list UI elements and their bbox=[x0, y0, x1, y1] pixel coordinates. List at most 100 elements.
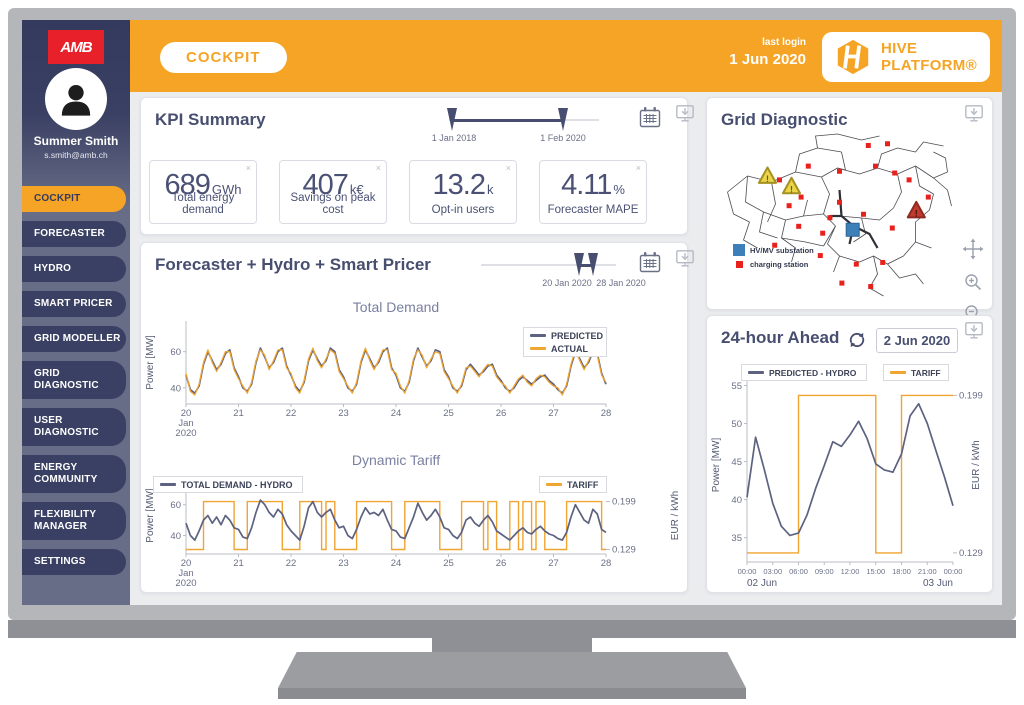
day-ahead-card: 24-hour Ahead 2 Jun 2020 35 40 45 50 55 00:00… bbox=[706, 315, 993, 593]
monitor-stand-base-front bbox=[278, 688, 746, 699]
zoom-in-glyph bbox=[965, 274, 982, 291]
sidebar-item-energy-community[interactable]: ENERGY COMMUNITY bbox=[22, 455, 126, 493]
download-glyph bbox=[676, 250, 694, 267]
kpi-summary-title: KPI Summary bbox=[155, 110, 266, 129]
sidebar-item-cockpit[interactable]: COCKPIT bbox=[22, 186, 126, 212]
brand-text: HIVE PLATFORM® bbox=[881, 40, 977, 75]
network-line bbox=[745, 175, 778, 239]
x-tick-label: 03:00 bbox=[763, 567, 782, 576]
predicted-swatch bbox=[530, 334, 546, 337]
download-icon[interactable] bbox=[675, 249, 695, 274]
charging-station-marker bbox=[798, 194, 804, 200]
dynamic-tariff-chart-title: Dynamic Tariff bbox=[351, 452, 441, 468]
person-icon bbox=[61, 85, 91, 116]
pan-icon[interactable] bbox=[962, 238, 984, 265]
close-icon[interactable]: × bbox=[635, 163, 641, 173]
charging-station-marker bbox=[827, 215, 833, 221]
brand-line2: PLATFORM® bbox=[881, 57, 977, 74]
start-day-label: 02 Jun bbox=[747, 578, 777, 589]
network-line bbox=[915, 165, 934, 211]
kpi-label: Savings on peak cost bbox=[290, 192, 376, 216]
kpi-label: Total energy demand bbox=[171, 192, 235, 216]
slider-start-handle[interactable] bbox=[446, 108, 458, 131]
y-tick-label: 50 bbox=[731, 419, 742, 430]
charging-station-marker bbox=[925, 194, 931, 200]
slider-end-label: 1 Feb 2020 bbox=[540, 133, 586, 143]
y-tick-label: 60 bbox=[170, 500, 181, 511]
x-tick-label: 21:00 bbox=[918, 567, 937, 576]
calendar-icon[interactable] bbox=[638, 106, 662, 134]
x-tick-label: 00:00 bbox=[944, 567, 963, 576]
slider-selected-range bbox=[452, 118, 563, 122]
charging-station-marker bbox=[853, 261, 859, 267]
charging-station-marker bbox=[861, 211, 866, 217]
sidebar-item-hydro[interactable]: HYDRO bbox=[22, 256, 126, 282]
header: COCKPIT last login 1 Jun 2020 HIVE PLATF… bbox=[130, 20, 1002, 92]
download-glyph bbox=[965, 322, 983, 339]
charging-swatch bbox=[735, 261, 743, 268]
slider-flag-icon bbox=[447, 108, 457, 131]
warning-red-icon[interactable] bbox=[906, 200, 926, 219]
sidebar-item-user-diagnostic[interactable]: USER DIAGNOSTIC bbox=[22, 408, 126, 446]
avatar[interactable] bbox=[45, 68, 107, 130]
charging-station-marker bbox=[839, 280, 845, 286]
legend-row-tariff: TARIFF bbox=[890, 368, 942, 378]
sidebar-item-grid-modeller[interactable]: GRID MODELLER bbox=[22, 326, 126, 352]
network-line bbox=[877, 141, 944, 169]
x-tick-label: 12:00 bbox=[841, 567, 860, 576]
refresh-icon[interactable] bbox=[847, 330, 867, 355]
sidebar-item-flexibility-manager[interactable]: FLEXIBILITY MANAGER bbox=[22, 502, 126, 540]
network-line bbox=[781, 237, 824, 247]
last-login-date: 1 Jun 2020 bbox=[729, 50, 806, 68]
warning-yellow-icon[interactable] bbox=[757, 166, 778, 184]
sidebar-item-grid-diagnostic[interactable]: GRID DIAGNOSTIC bbox=[22, 361, 126, 399]
download-icon[interactable] bbox=[675, 104, 695, 129]
grid-network-map[interactable]: !!! bbox=[713, 130, 966, 302]
charging-station-marker bbox=[796, 223, 802, 229]
close-icon[interactable]: × bbox=[505, 163, 511, 173]
charging-station-marker bbox=[772, 242, 778, 248]
warning-yellow-icon[interactable] bbox=[781, 176, 802, 195]
forecaster-hydro-smart-pricer-card: Forecaster + Hydro + Smart Pricer 20 Jan… bbox=[140, 242, 694, 593]
y2-axis-title: EUR / kWh bbox=[971, 440, 982, 489]
legend-label: HV/MV substation bbox=[750, 245, 814, 255]
download-glyph bbox=[965, 105, 983, 122]
charging-station-marker bbox=[805, 163, 811, 169]
slider-track[interactable] bbox=[481, 264, 616, 266]
sidebar-nav: COCKPIT FORECASTER HYDRO SMART PRICER GR… bbox=[22, 186, 130, 575]
x-tick-label: 26 bbox=[496, 558, 507, 569]
kpi-forecaster-mape: × 4.11% Forecaster MAPE bbox=[539, 160, 647, 224]
sidebar-item-smart-pricer[interactable]: SMART PRICER bbox=[22, 291, 126, 317]
series-line-primary bbox=[185, 499, 607, 541]
x-tick-label: 00:00 bbox=[738, 567, 757, 576]
legend-label: charging station bbox=[750, 260, 809, 269]
network-line bbox=[839, 207, 894, 221]
x-tick-label: 28 bbox=[601, 558, 612, 569]
x-tick-label: 25 bbox=[443, 408, 454, 419]
download-icon[interactable] bbox=[964, 321, 984, 346]
page-title-pill[interactable]: COCKPIT bbox=[160, 42, 287, 73]
calendar-icon[interactable] bbox=[638, 251, 662, 279]
close-icon[interactable]: × bbox=[375, 163, 381, 173]
x-tick-label: 06:00 bbox=[789, 567, 808, 576]
slider-end-handle[interactable] bbox=[557, 108, 569, 131]
sidebar-item-settings[interactable]: SETTINGS bbox=[22, 549, 126, 575]
legend-row-predicted: PREDICTED bbox=[530, 331, 603, 341]
network-line bbox=[887, 263, 924, 285]
sidebar-item-forecaster[interactable]: FORECASTER bbox=[22, 221, 126, 247]
slider-start-handle[interactable] bbox=[573, 253, 585, 276]
kpi-label: Opt-in users bbox=[431, 204, 495, 216]
x-tick-label: 23 bbox=[338, 408, 349, 419]
legend-label: TOTAL DEMAND - HYDRO bbox=[181, 479, 293, 490]
network-line bbox=[903, 241, 932, 257]
download-icon[interactable] bbox=[964, 104, 984, 129]
legend-row-predicted-hydro: PREDICTED - HYDRO bbox=[748, 368, 860, 378]
sidebar: AMB Summer Smith s.smith@amb.ch COCKPIT … bbox=[22, 20, 130, 605]
charging-station-marker bbox=[837, 199, 842, 205]
charging-station-marker bbox=[837, 168, 842, 174]
slider-end-handle[interactable] bbox=[587, 253, 599, 276]
day-ahead-date[interactable]: 2 Jun 2020 bbox=[876, 328, 958, 353]
close-icon[interactable]: × bbox=[245, 163, 251, 173]
zoom-in-icon[interactable] bbox=[964, 273, 982, 296]
network-line bbox=[781, 219, 796, 263]
